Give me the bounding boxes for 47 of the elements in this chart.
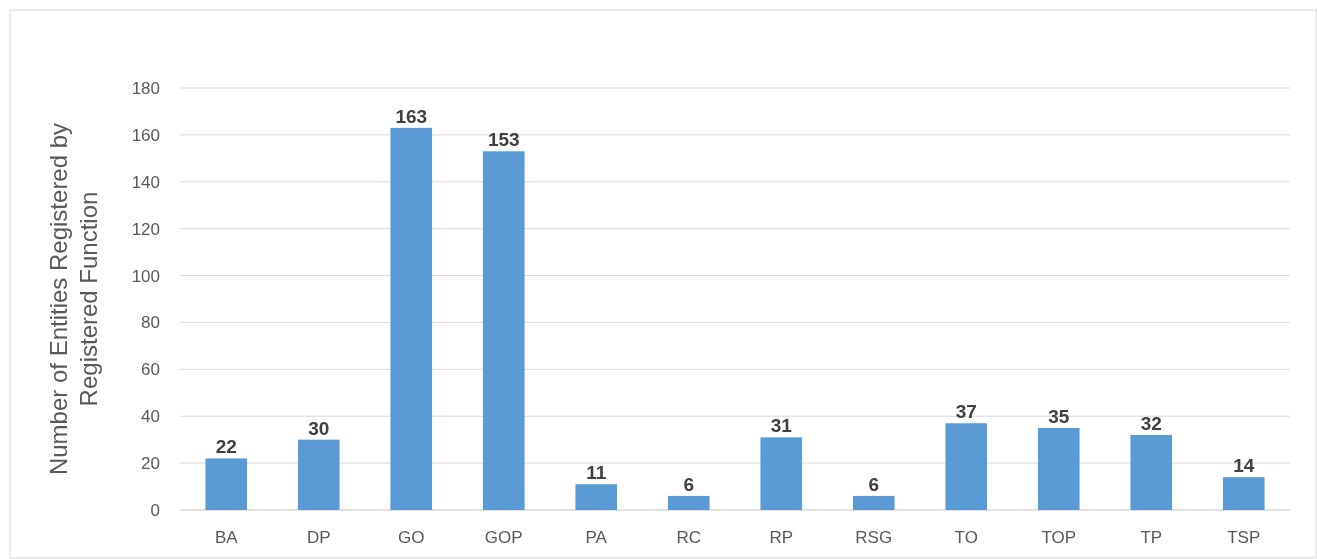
data-label: 14 bbox=[1233, 455, 1255, 477]
y-tick-label: 100 bbox=[131, 266, 160, 286]
y-tick-label: 120 bbox=[131, 219, 160, 239]
bar bbox=[1130, 434, 1173, 510]
data-label: 35 bbox=[1048, 405, 1070, 427]
bar bbox=[945, 423, 988, 510]
data-label: 6 bbox=[868, 473, 880, 495]
bar bbox=[760, 437, 803, 510]
data-label: 11 bbox=[586, 462, 607, 484]
x-tick-label: BA bbox=[214, 528, 239, 547]
x-tick-label: PA bbox=[585, 528, 608, 547]
bar bbox=[852, 495, 895, 510]
x-tick-label: GO bbox=[398, 528, 425, 547]
y-axis-title: Number of Entities Registered by Registered Function bbox=[45, 122, 103, 476]
data-label: 32 bbox=[1140, 412, 1162, 434]
data-label: 30 bbox=[308, 417, 330, 439]
x-tick-label: TP bbox=[1140, 528, 1163, 547]
x-tick-label: DP bbox=[306, 528, 331, 547]
x-tick-label: RSG bbox=[855, 528, 893, 547]
data-label: 22 bbox=[215, 436, 237, 458]
data-label: 37 bbox=[955, 401, 977, 423]
bar bbox=[205, 458, 248, 510]
bar bbox=[482, 151, 525, 510]
data-label: 163 bbox=[395, 105, 428, 127]
x-tick-label: TO bbox=[954, 528, 978, 547]
data-label: 153 bbox=[487, 129, 520, 151]
y-tick-label: 40 bbox=[141, 407, 160, 427]
bar bbox=[297, 439, 340, 510]
y-tick-label: 0 bbox=[150, 500, 160, 520]
x-tick-label: GOP bbox=[484, 528, 523, 547]
y-tick-label: 180 bbox=[131, 78, 160, 98]
bar bbox=[667, 495, 710, 510]
bar bbox=[1222, 477, 1265, 510]
x-tick-label: TOP bbox=[1041, 528, 1077, 547]
x-tick-label: TSP bbox=[1227, 528, 1261, 547]
y-tick-label: 80 bbox=[141, 313, 160, 333]
y-tick-label: 160 bbox=[131, 125, 160, 145]
y-tick-label: 60 bbox=[141, 360, 160, 380]
data-label: 6 bbox=[683, 473, 695, 495]
bar bbox=[390, 127, 433, 510]
y-tick-label: 140 bbox=[131, 172, 160, 192]
bar bbox=[575, 484, 618, 510]
y-tick-label: 20 bbox=[141, 454, 160, 474]
x-tick-label: RP bbox=[769, 528, 794, 547]
data-label: 31 bbox=[770, 415, 793, 437]
bar bbox=[1037, 427, 1080, 510]
x-tick-label: RC bbox=[676, 528, 702, 547]
